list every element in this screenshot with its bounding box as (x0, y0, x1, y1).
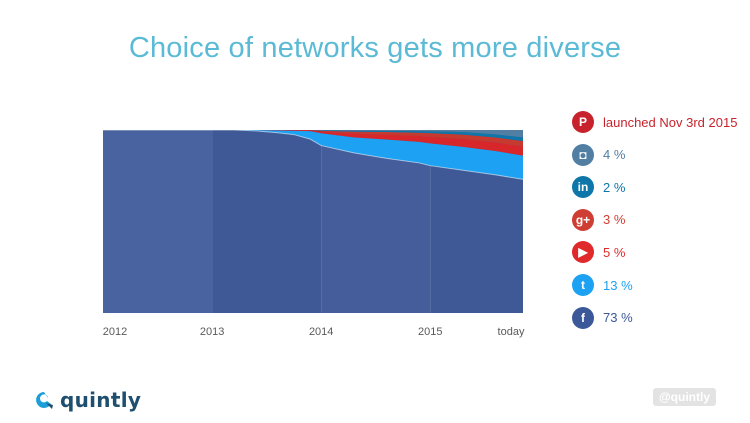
pinterest-icon: P (572, 111, 594, 133)
area-youtube (103, 130, 523, 156)
x-tick-label: 2012 (103, 326, 127, 338)
facebook-boundary-line (103, 129, 524, 180)
instagram-icon: ◘ (572, 143, 594, 166)
twitter-icon: t (572, 274, 594, 296)
legend-label: launched Nov 3rd 2015 (603, 114, 738, 130)
google-plus-icon: g+ (572, 208, 594, 231)
area-facebook (103, 130, 523, 313)
legend-item-twitter: t 13 % (572, 273, 633, 297)
legend-label: 13 % (603, 277, 633, 293)
legend-label: 73 % (603, 310, 633, 326)
facebook-icon: f (572, 306, 594, 329)
year-band-2013 (212, 130, 322, 313)
legend-label: 3 % (603, 212, 626, 228)
area-twitter (103, 130, 523, 180)
x-tick-label: 2015 (418, 326, 442, 338)
logo-text: quintly (60, 388, 142, 412)
legend-item-linkedin: in 2 % (572, 175, 625, 199)
linkedin-icon: in (572, 176, 594, 199)
youtube-icon: ▶ (572, 241, 594, 264)
x-tick-label: 2014 (309, 326, 333, 338)
legend-label: 5 % (603, 244, 626, 260)
quintly-logo[interactable]: quintly (34, 388, 141, 412)
legend-label: 4 % (603, 147, 626, 163)
legend-item-google-plus: g+ 3 % (572, 208, 625, 232)
legend-label: 2 % (603, 179, 626, 195)
x-tick-label: 2013 (200, 326, 224, 338)
legend-item-youtube: ▶ 5 % (572, 240, 625, 264)
area-google-plus (103, 130, 523, 147)
twitter-handle[interactable]: @quintly (652, 388, 716, 406)
legend-item-facebook: f 73 % (572, 306, 633, 330)
year-band-2012 (103, 130, 213, 313)
legend-item-instagram: ◘ 4 % (572, 143, 625, 167)
quintly-logo-icon (36, 392, 53, 409)
chart-title: Choice of networks gets more diverse (128, 32, 622, 64)
x-tick-label: today (498, 326, 525, 338)
area-instagram (103, 130, 523, 138)
